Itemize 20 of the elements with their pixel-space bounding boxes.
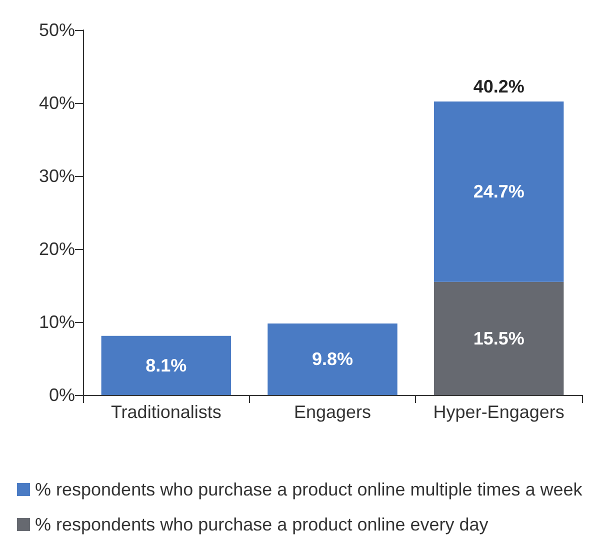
total-label: 40.2% xyxy=(473,76,524,97)
x-tick-label: Engagers xyxy=(294,402,372,422)
y-tick-label: 20% xyxy=(38,239,75,259)
y-tick-label: 0% xyxy=(48,385,75,405)
y-tick-label: 50% xyxy=(38,20,75,40)
data-label: 8.1% xyxy=(146,355,187,376)
legend-label: % respondents who purchase a product online multiple times a week xyxy=(35,480,584,500)
legend-label: % respondents who purchase a product online every day xyxy=(35,514,488,534)
x-tick-label: Hyper-Engagers xyxy=(433,402,564,422)
data-label: 15.5% xyxy=(473,328,524,348)
data-label: 9.8% xyxy=(312,349,354,370)
y-tick-label: 10% xyxy=(38,312,75,332)
bar xyxy=(434,102,564,282)
y-tick-label: 30% xyxy=(38,166,75,186)
bar xyxy=(101,336,232,395)
bar xyxy=(434,282,564,395)
y-tick-label: 40% xyxy=(38,93,75,113)
data-label: 24.7% xyxy=(473,182,524,202)
x-tick-label: Traditionalists xyxy=(110,402,222,422)
bar xyxy=(268,323,398,395)
